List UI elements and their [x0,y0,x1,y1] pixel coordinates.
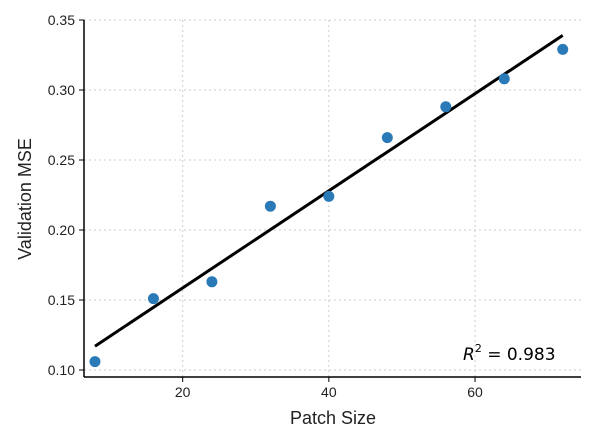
r2-symbol: R [463,345,475,365]
data-point [440,101,452,113]
x-axis-label: Patch Size [290,408,376,428]
data-point [557,43,569,55]
x-ticks: 20 40 60 [175,377,483,400]
data-point [498,73,510,85]
data-points [89,43,569,368]
y-axis-label: Validation MSE [15,138,35,260]
r2-exponent: 2 [475,342,482,355]
data-point [264,200,276,212]
r2-value: = 0.983 [482,345,556,365]
r2-annotation: R2 = 0.983 [463,342,556,365]
data-point [381,132,393,144]
y-tick-label: 0.20 [48,222,75,238]
y-tick-label: 0.10 [48,362,75,378]
y-tick-label: 0.35 [48,12,75,28]
y-tick-label: 0.25 [48,152,75,168]
fit-line [94,34,564,348]
x-tick-label: 20 [175,384,191,400]
y-tick-label: 0.15 [48,292,75,308]
y-ticks: 0.10 0.15 0.20 0.25 0.30 0.35 [48,12,84,378]
axes [83,20,581,378]
x-tick-label: 60 [467,384,483,400]
data-point [323,190,335,202]
data-point [206,276,218,288]
x-tick-label: 40 [321,384,337,400]
data-point [147,293,159,305]
y-tick-label: 0.30 [48,82,75,98]
data-point [89,356,101,368]
